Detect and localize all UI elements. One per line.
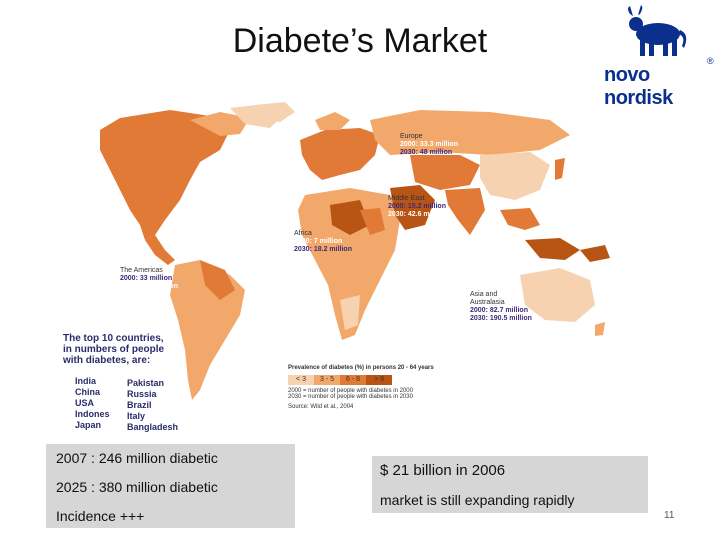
list-item: Bangladesh <box>127 422 179 432</box>
map-legend: Prevalence of diabetes (%) in persons 20… <box>288 365 458 410</box>
stat-2007: 2007 : 246 million diabetic <box>56 450 218 466</box>
australia-region <box>520 268 595 322</box>
north-america-region <box>100 110 230 240</box>
label-africa: Africa 2000: 7 million 2030: 18.2 millio… <box>294 230 352 253</box>
stats-box-left: 2007 : 246 million diabetic 2025 : 380 m… <box>46 444 295 528</box>
list-item: Italy <box>127 411 146 421</box>
stat-2025: 2025 : 380 million diabetic <box>56 479 218 495</box>
legend-swatch: 6 - 8 <box>340 375 366 385</box>
list-item: USA <box>75 398 95 408</box>
label-asia: Asia and Australasia 2000: 82.7 million … <box>470 291 532 322</box>
legend-swatch: < 3 <box>288 375 314 385</box>
list-item: Russia <box>127 389 157 399</box>
list-item: Pakistan <box>127 378 165 388</box>
top10-left-list: India China USA Indones Japan <box>75 376 110 431</box>
novo-nordisk-bull-logo-icon <box>628 5 687 56</box>
stats-box-right: $ 21 billion in 2006 market is still exp… <box>372 456 648 513</box>
top10-title: The top 10 countries, in numbers of peop… <box>63 333 165 366</box>
list-item: China <box>75 387 101 397</box>
brand-name: novo nordisk <box>604 64 673 109</box>
europe-region <box>300 128 380 180</box>
label-europe: Europe 2000: 33.3 million 2030: 48 milli… <box>400 133 458 156</box>
legend-swatch: 3 - 5 <box>314 375 340 385</box>
stat-market-size: $ 21 billion in 2006 <box>380 462 506 479</box>
legend-swatch: > 8 <box>366 375 392 385</box>
stat-market-growth: market is still expanding rapidly <box>380 492 575 508</box>
list-item: Brazil <box>127 400 152 410</box>
registered-mark: ® <box>707 56 714 66</box>
middle-east-region <box>390 185 435 230</box>
top10-right-list: Pakistan Russia Brazil Italy Bangladesh <box>127 378 178 433</box>
list-item: Indones <box>75 409 110 419</box>
world-diabetes-map <box>100 102 610 400</box>
legend-source: Source: Wild et al., 2004 <box>288 404 354 410</box>
list-item: India <box>75 376 97 386</box>
legend-note: 2030 = number of people with diabetes in… <box>288 394 413 400</box>
page-number: 11 <box>664 510 675 521</box>
page-title: Diabete’s Market <box>232 22 488 60</box>
list-item: Japan <box>75 420 102 430</box>
legend-note: 2000 = number of people with diabetes in… <box>288 388 413 394</box>
stat-incidence: Incidence +++ <box>56 508 145 524</box>
label-middle-east: Middle East 2000: 15.2 million 2030: 42.… <box>388 195 446 218</box>
legend-title: Prevalence of diabetes (%) in persons 20… <box>288 365 434 371</box>
label-americas: The Americas 2000: 33 million 2030: 66.8… <box>120 267 178 290</box>
